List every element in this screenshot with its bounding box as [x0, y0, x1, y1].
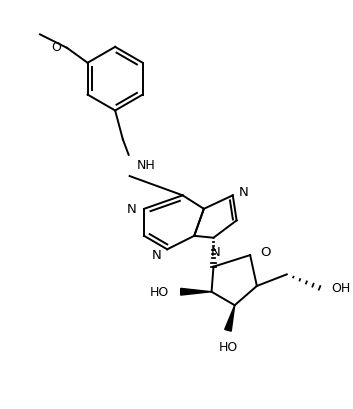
Text: HO: HO — [150, 285, 169, 299]
Text: N: N — [210, 246, 220, 259]
Text: OH: OH — [331, 282, 351, 294]
Text: N: N — [127, 203, 136, 216]
Text: HO: HO — [218, 340, 238, 353]
Text: O: O — [260, 245, 270, 258]
Text: N: N — [152, 248, 161, 261]
Text: O: O — [51, 41, 61, 54]
Polygon shape — [225, 306, 235, 331]
Text: NH: NH — [136, 159, 155, 171]
Text: N: N — [239, 186, 248, 198]
Polygon shape — [181, 289, 211, 295]
